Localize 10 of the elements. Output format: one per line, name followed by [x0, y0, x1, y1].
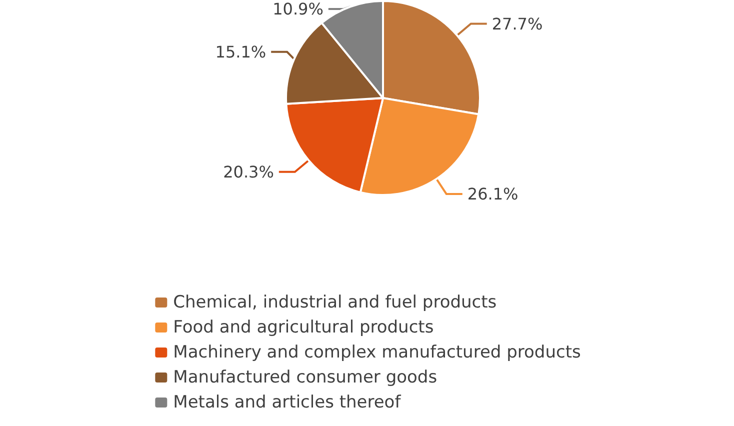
- data-label: 10.9%: [272, 0, 324, 18]
- legend-label: Manufactured consumer goods: [173, 368, 438, 388]
- data-label: 15.1%: [215, 42, 266, 62]
- legend-label: Chemical, industrial and fuel products: [173, 292, 497, 312]
- data-label: 20.3%: [223, 162, 274, 182]
- legend-label: Food and agricultural products: [173, 318, 434, 338]
- legend-label: Machinery and complex manufactured products: [173, 342, 581, 362]
- legend-label: Metals and articles thereof: [173, 392, 402, 412]
- data-label: 26.1%: [467, 184, 518, 204]
- data-label: 27.7%: [492, 14, 543, 34]
